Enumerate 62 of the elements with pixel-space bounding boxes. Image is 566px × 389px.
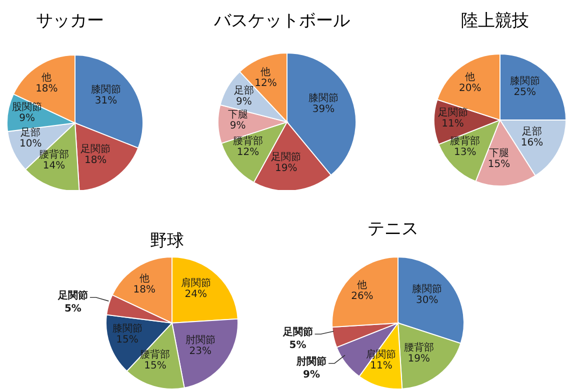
slice-label: 膝関節: [112, 322, 142, 334]
slice-label: 肘関節: [296, 355, 327, 368]
slice-label: 腰背部: [404, 341, 434, 354]
data-label: 23%: [189, 346, 212, 357]
data-label: 19%: [408, 353, 430, 364]
data-label: 24%: [184, 289, 208, 300]
chart-title: バスケットボール: [213, 10, 351, 32]
chart-title: サッカー: [35, 10, 105, 32]
data-label: 26%: [351, 291, 374, 302]
data-label: 11%: [442, 118, 464, 130]
data-label: 9%: [236, 96, 252, 108]
data-label: 9%: [19, 113, 35, 124]
slice-label: 膝関節: [90, 84, 121, 96]
data-label: 20%: [459, 82, 482, 94]
data-label: 15%: [488, 159, 510, 170]
slice-label: 他: [357, 279, 368, 292]
slice-label: 他: [465, 70, 476, 83]
chart-title: テニス: [366, 218, 420, 240]
slice-label: 他: [139, 272, 150, 284]
data-label: 5%: [289, 340, 306, 352]
data-label: 5%: [64, 303, 82, 314]
slice-label: 足部: [234, 84, 254, 97]
slice-label: 腰背部: [450, 134, 480, 147]
data-label: 31%: [94, 96, 118, 107]
data-label: 10%: [20, 138, 42, 150]
slice-label: 足関節: [56, 289, 88, 302]
data-label: 18%: [84, 155, 107, 166]
slice-label: 他: [260, 66, 271, 78]
slice-label: 足関節: [282, 326, 313, 338]
slice-label: 膝関節: [412, 283, 442, 296]
slice-label: 足関節: [438, 107, 468, 118]
slice-label: 足部: [522, 125, 542, 138]
data-label: 16%: [520, 137, 544, 148]
data-label: 15%: [116, 334, 138, 346]
slice-label: 下腿: [228, 108, 248, 120]
data-label: 12%: [236, 147, 260, 158]
slice-label: 足部: [20, 126, 41, 139]
slice-label: 膝関節: [510, 75, 540, 88]
data-label: 11%: [370, 360, 392, 372]
chart-title: 陸上競技: [460, 10, 530, 32]
data-label: 9%: [230, 120, 246, 132]
slice-label: 肩関節: [180, 277, 211, 290]
data-label: 25%: [514, 87, 536, 98]
data-label: 39%: [312, 104, 335, 116]
data-label: 18%: [133, 284, 156, 296]
data-label: 30%: [416, 295, 438, 306]
slice-label: 足関節: [271, 152, 302, 163]
data-label: 15%: [144, 360, 166, 372]
data-label: 9%: [303, 369, 320, 380]
slice-label: 腰背部: [232, 135, 263, 148]
slice-label: 肘関節: [185, 334, 216, 346]
data-label: 18%: [36, 83, 58, 94]
slice-label: 股関節: [12, 102, 42, 114]
slice-label: 足関節: [80, 144, 111, 156]
data-label: 13%: [454, 146, 476, 158]
chart-title: 野球: [149, 230, 185, 252]
data-label: 14%: [42, 160, 66, 172]
slice-label: 他: [42, 71, 52, 84]
slice-label: 膝関節: [308, 92, 339, 104]
data-label: 12%: [254, 78, 277, 89]
slice-label: 下腿: [488, 147, 509, 160]
data-label: 19%: [275, 162, 298, 174]
